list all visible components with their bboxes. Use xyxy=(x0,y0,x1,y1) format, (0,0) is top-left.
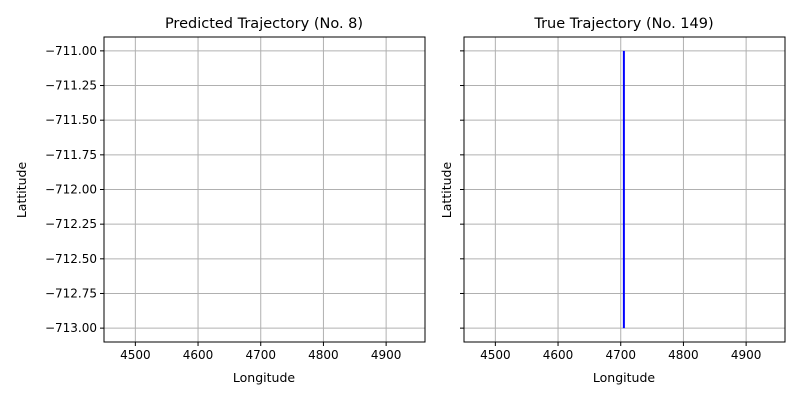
x-tick-label: 4900 xyxy=(371,348,402,362)
y-tick-label: −713.00 xyxy=(45,321,97,335)
y-tick-label: −712.50 xyxy=(45,252,97,266)
y-axis-label: Lattitude xyxy=(439,162,454,219)
gridlines xyxy=(104,37,425,342)
x-tick-label: 4600 xyxy=(183,348,214,362)
y-tick-label: −711.00 xyxy=(45,44,97,58)
y-tick-label: −712.75 xyxy=(45,286,97,300)
x-tick-label: 4700 xyxy=(245,348,276,362)
x-axis-label: Longitude xyxy=(593,370,655,385)
y-axis-label: Lattitude xyxy=(14,162,29,219)
x-tick-label: 4800 xyxy=(308,348,339,362)
ticks: 4500 4600 4700 4800 4900 −711.00 −711.25 −711.5… xyxy=(45,44,401,362)
chart-predicted-trajectory: Predicted Trajectory (No. 8) 4500 4600 470… xyxy=(14,16,426,385)
y-tick-label: −711.75 xyxy=(45,148,97,162)
chart-title: True Trajectory (No. 149) xyxy=(533,16,713,32)
x-axis-label: Longitude xyxy=(233,370,295,385)
x-tick-label: 4500 xyxy=(120,348,151,362)
y-tick-label: −712.00 xyxy=(45,183,97,197)
y-tick-label: −711.50 xyxy=(45,113,97,127)
chart-title: Predicted Trajectory (No. 8) xyxy=(165,16,363,32)
x-tick-label: 4800 xyxy=(668,348,699,362)
x-tick-label: 4900 xyxy=(731,348,762,362)
x-tick-label: 4600 xyxy=(543,348,574,362)
chart-true-trajectory: True Trajectory (No. 149) 4500 4600 4700 48… xyxy=(439,16,786,385)
x-tick-label: 4700 xyxy=(605,348,636,362)
x-tick-label: 4500 xyxy=(480,348,511,362)
y-tick-label: −711.25 xyxy=(45,79,97,93)
y-tick-label: −712.25 xyxy=(45,217,97,231)
ticks: 4500 4600 4700 4800 4900 xyxy=(460,50,762,362)
